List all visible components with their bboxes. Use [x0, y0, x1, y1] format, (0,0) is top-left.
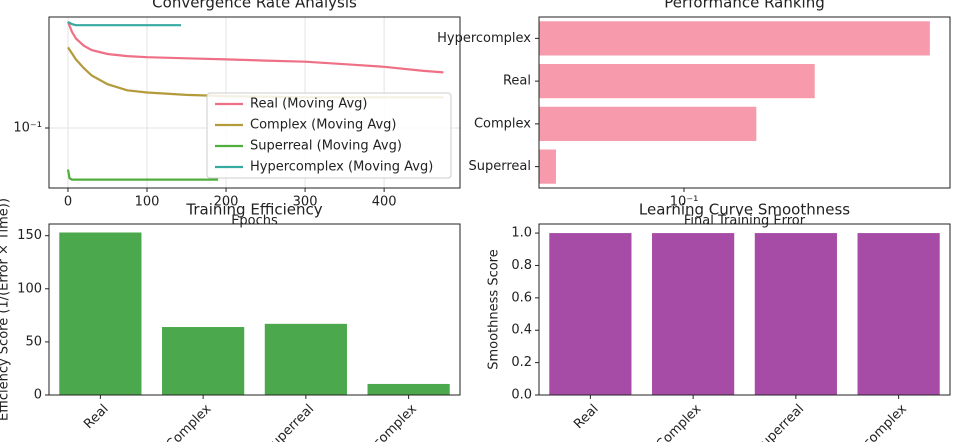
x-tick-label: Complex: [163, 401, 214, 442]
axes-frame: [538, 223, 951, 396]
series-line: [66, 21, 444, 74]
chart-title: Performance Ranking: [664, 0, 825, 12]
subplot: Learning Curve Smoothness 0.0 0.2 0.4 0.6 0.8…: [487, 201, 951, 442]
x-tick-label: 400: [372, 195, 397, 210]
x-tick-label: 100: [135, 195, 160, 210]
bar: [539, 64, 815, 99]
y-axis-label: Efficiency Score (1/(Error × Time)): [0, 198, 12, 421]
y-tick-label: Superreal: [469, 159, 532, 174]
series-line: [67, 20, 181, 27]
x-tick-label: 300: [293, 195, 318, 210]
x-tick-label: Real: [571, 402, 601, 432]
x-tick-label: Superreal: [752, 402, 807, 442]
y-axis-label: Smoothness Score: [487, 249, 502, 370]
x-tick-label: Superreal: [262, 402, 317, 442]
bar: [264, 323, 347, 395]
y-tick-label: 150: [17, 228, 42, 243]
x-tick-label: 10⁻¹: [670, 195, 699, 210]
y-tick-label: Hypercomplex: [437, 31, 531, 46]
chart-title: Learning Curve Smoothness: [639, 201, 850, 219]
bar: [367, 383, 450, 395]
bar: [539, 106, 757, 141]
y-tick-label: 1.0: [511, 226, 532, 241]
legend-label: Superreal (Moving Avg): [250, 139, 402, 154]
x-tick-label: Hypercomplex: [833, 401, 910, 442]
bar: [754, 233, 837, 395]
subplot: Training Efficiency 0 50 100 150 Efficiency S…: [0, 198, 461, 442]
y-tick-label: 100: [17, 281, 42, 296]
y-tick-label: 10⁻¹: [13, 121, 42, 136]
x-axis-label: Epochs: [231, 214, 278, 229]
x-tick-label: Complex: [653, 401, 704, 442]
legend: Real (Moving Avg) Complex (Moving Avg) Sup…: [206, 92, 452, 179]
axes-frame: [538, 16, 951, 189]
y-tick-label: 0: [34, 388, 42, 403]
y-tick-label: 0.2: [511, 355, 532, 370]
y-tick-label: 0.6: [511, 290, 532, 305]
x-tick-label: Real: [81, 402, 111, 432]
legend-box: [206, 92, 452, 179]
y-tick-label: Real: [503, 74, 531, 89]
y-tick-label: 0.0: [511, 388, 532, 403]
bar: [652, 233, 735, 395]
bar: [162, 327, 245, 395]
bar: [539, 21, 930, 56]
y-tick-label: 50: [25, 334, 42, 349]
legend-label: Real (Moving Avg): [250, 97, 367, 112]
y-tick-label: 0.4: [511, 323, 532, 338]
bar: [539, 149, 556, 184]
x-tick-label: Hypercomplex: [343, 401, 420, 442]
subplot: Performance Ranking 10⁻¹ Final Training Er…: [437, 0, 951, 229]
subplot: Convergence Rate Analysis 0 100 200 300 400 10…: [13, 0, 461, 229]
x-tick-label: 0: [64, 195, 72, 210]
bar: [857, 233, 940, 395]
y-tick-label: Complex: [474, 116, 531, 131]
axes-frame: [48, 16, 461, 189]
x-axis-label: Final Training Error: [684, 214, 806, 229]
series-line: [66, 169, 219, 181]
legend-label: Complex (Moving Avg): [250, 118, 396, 133]
chart-title: Convergence Rate Analysis: [152, 0, 357, 12]
legend-label: Hypercomplex (Moving Avg): [250, 160, 433, 175]
y-tick-label: 0.8: [511, 258, 532, 273]
bar: [549, 233, 632, 395]
bar: [59, 232, 142, 395]
chart-title: Training Efficiency: [185, 201, 322, 219]
axes-frame: [48, 223, 461, 396]
x-tick-label: 200: [214, 195, 239, 210]
